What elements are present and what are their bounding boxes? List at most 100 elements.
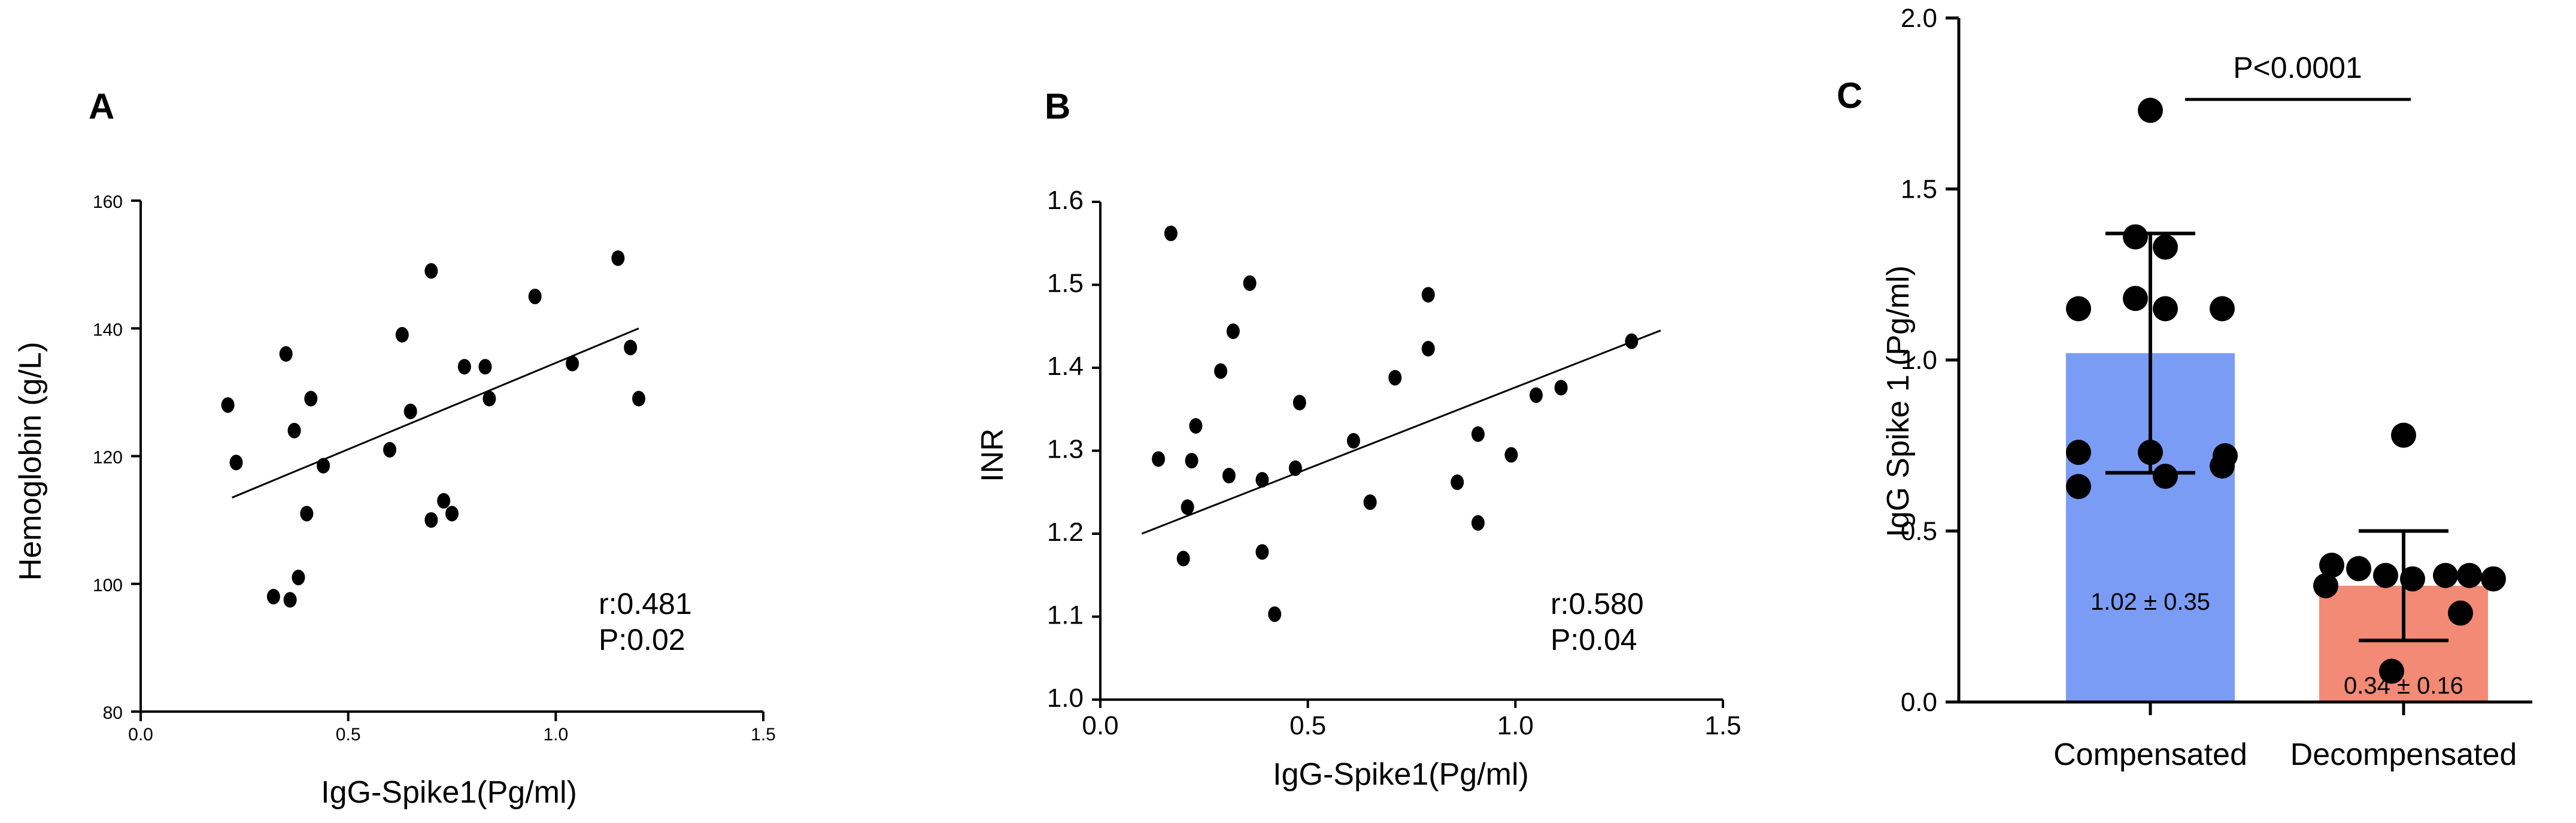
data-point: [624, 340, 638, 356]
data-point: [2210, 453, 2235, 479]
data-point: [1471, 426, 1485, 442]
y-axis-title-b: INR: [975, 428, 1010, 482]
data-point: [424, 263, 438, 279]
data-point: [1363, 494, 1377, 510]
data-point: [2481, 566, 2506, 592]
x-tick-label: 0.0: [1082, 711, 1118, 740]
panel-c: C 0.0 0.5 1.0 1.5 2.0 Compensated Decompensate…: [1837, 4, 2532, 772]
data-point: [1255, 471, 1269, 488]
data-point: [2153, 464, 2178, 489]
data-point: [1189, 417, 1203, 434]
data-point: [1421, 287, 1435, 303]
panel-label-a: A: [89, 86, 114, 126]
data-point: [2400, 566, 2425, 592]
panel-a: A 0.0 0.5 1.0 1.5 80 100 120 140 160 r:0.481 P:0…: [13, 86, 776, 810]
y-tick-label: 1.0: [1047, 683, 1084, 713]
x-tick-label: 1.5: [751, 725, 776, 745]
data-point: [2066, 440, 2091, 465]
y-tick-label: 1.1: [1047, 601, 1084, 630]
data-point: [2123, 224, 2148, 250]
data-point: [2346, 556, 2371, 582]
data-point: [611, 250, 625, 266]
data-point: [2433, 562, 2458, 588]
data-point: [1185, 453, 1199, 469]
x-tick-label: 1.5: [1704, 711, 1741, 740]
data-point: [2138, 98, 2163, 123]
data-point: [2379, 658, 2404, 684]
y-tick-label: 100: [93, 576, 123, 595]
data-point: [1346, 432, 1360, 449]
data-point: [1530, 387, 1543, 403]
data-point: [1268, 606, 1282, 622]
y-tick-label: 1.5: [1047, 269, 1084, 298]
regression-line: [231, 327, 639, 499]
data-point: [287, 422, 301, 438]
data-point: [1388, 370, 1402, 386]
category-label: Compensated: [2053, 737, 2247, 772]
data-point: [292, 570, 305, 586]
y-tick-label: 1.5: [1901, 175, 1937, 204]
data-point: [300, 506, 314, 522]
bar-value-label: 0.34 ± 0.16: [2344, 673, 2463, 699]
data-point: [424, 512, 438, 528]
x-axis-title-b: IgG-Spike1(Pg/ml): [1273, 757, 1529, 792]
y-tick-label: 1.6: [1047, 186, 1084, 215]
y-axis-title-c: IgG Spike 1 (Pg/ml): [1881, 265, 1916, 537]
data-point: [2123, 286, 2148, 311]
significance-label: P<0.0001: [2233, 51, 2362, 84]
panel-b: B 0.0 0.5 1.0 1.5 1.0 1.1 1.2 1.3 1.4 1.5 1.6 r:0.…: [975, 86, 1741, 792]
data-point: [2373, 562, 2398, 588]
data-point: [1292, 395, 1306, 411]
data-point: [528, 288, 542, 304]
data-point: [1255, 544, 1269, 560]
data-point: [1164, 225, 1178, 241]
x-tick-label: 0.5: [336, 725, 361, 745]
data-point: [403, 403, 417, 419]
data-point: [2313, 573, 2338, 598]
data-point: [1181, 499, 1194, 515]
data-point: [1226, 323, 1240, 340]
data-point: [2391, 422, 2416, 448]
data-point: [457, 359, 471, 375]
data-point: [383, 441, 396, 458]
data-point: [2066, 296, 2091, 322]
data-point: [437, 493, 451, 509]
y-tick-label: 0.5: [1901, 517, 1937, 546]
y-tick-label: 120: [93, 448, 123, 468]
y-axis-title-a: Hemoglobin (g/L): [13, 342, 48, 581]
y-tick-label: 1.4: [1047, 352, 1084, 381]
data-point: [566, 355, 579, 371]
data-point: [1214, 363, 1228, 379]
data-point: [2066, 474, 2091, 500]
data-point: [2153, 296, 2178, 322]
data-point: [2319, 552, 2344, 578]
annotation-r: r:0.580: [1551, 587, 1644, 621]
y-tick-label: 80: [103, 703, 123, 723]
y-tick-label: 1.2: [1047, 518, 1084, 547]
data-point: [1243, 275, 1257, 291]
y-tick-label: 1.3: [1047, 435, 1084, 464]
panel-label-b: B: [1045, 86, 1070, 126]
data-point: [229, 455, 243, 471]
x-tick-label: 1.0: [543, 725, 568, 745]
data-point: [1176, 550, 1190, 567]
y-tick-label: 140: [93, 320, 123, 340]
bar-value-label: 1.02 ± 0.35: [2090, 589, 2210, 615]
data-point: [279, 346, 293, 362]
y-tick-label: 2.0: [1901, 4, 1937, 33]
x-tick-label: 0.5: [1289, 711, 1326, 740]
data-point: [1451, 474, 1464, 491]
data-point: [2457, 562, 2482, 588]
data-point: [445, 506, 459, 522]
y-tick-label: 160: [93, 192, 123, 212]
data-point: [304, 391, 318, 407]
data-point: [2210, 296, 2235, 322]
y-tick-label: 0.0: [1901, 688, 1937, 717]
data-point: [2448, 600, 2473, 626]
data-point: [2153, 234, 2178, 260]
regression-line: [1141, 329, 1661, 535]
data-point: [1421, 341, 1435, 357]
category-label: Decompensated: [2290, 737, 2517, 772]
data-point: [266, 589, 280, 605]
